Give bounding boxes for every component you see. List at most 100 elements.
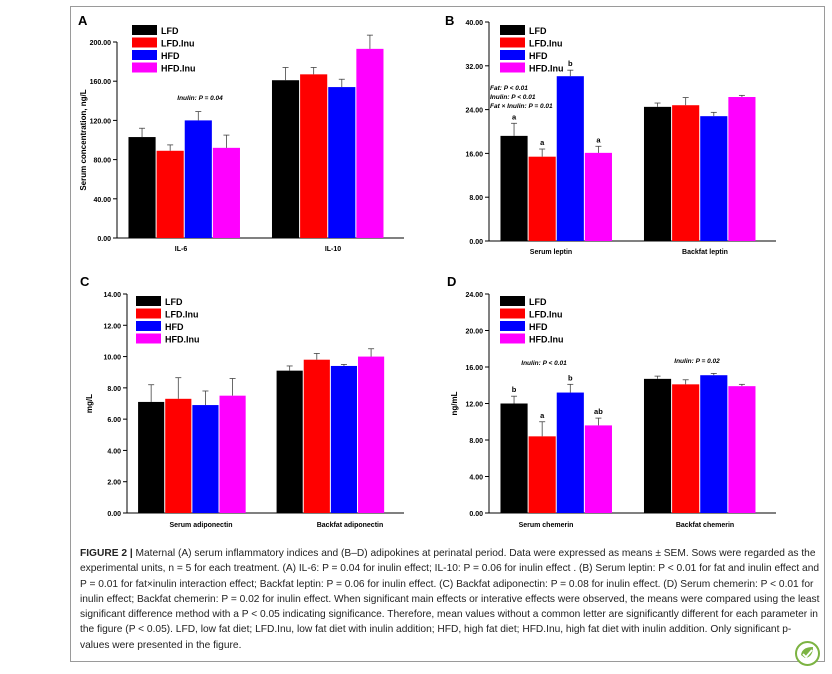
bar-lfd [271, 80, 300, 238]
panel-letter: A [78, 13, 88, 28]
bar-lfd [128, 137, 156, 238]
bar-hfd-inu [356, 48, 384, 238]
legend-label: HFD [161, 51, 180, 61]
bar-lfd-inu [528, 156, 556, 241]
stat-annotation: Inulin: P = 0.02 [674, 358, 720, 365]
legend-label: LFD.Inu [161, 39, 195, 49]
y-tick-label: 200.00 [90, 40, 112, 47]
bar-lfd [500, 135, 528, 241]
bar-hfd-inu [584, 152, 612, 241]
y-tick-label: 80.00 [93, 158, 111, 165]
bar-lfd-inu [300, 74, 328, 238]
bar-hfd [700, 116, 728, 241]
stat-annotation: Fat × Inulin: P = 0.01 [490, 103, 553, 110]
bar-hfd [328, 87, 356, 238]
legend-label: LFD [161, 26, 179, 36]
x-category-label: Backfat adiponectin [317, 522, 384, 529]
legend-swatch [500, 296, 525, 306]
panel-d-chart: D 0.00 4.00 8.00 12.00 16.00 20.00 24.00 ng/mL b a… [447, 274, 776, 529]
significance-letter: a [512, 112, 517, 121]
y-tick-label: 10.00 [103, 355, 121, 362]
figure-caption: FIGURE 2 | Maternal (A) serum inflammato… [80, 546, 820, 653]
y-tick-label: 0.00 [469, 511, 483, 518]
bar-lfd-inu [165, 398, 192, 513]
bar-hfd-inu [358, 356, 385, 513]
legend-swatch [136, 308, 161, 319]
y-tick-label: 16.00 [465, 365, 483, 372]
x-category-label: Serum leptin [530, 249, 572, 256]
legend-swatch [132, 62, 157, 73]
y-tick-label: 0.00 [469, 239, 483, 246]
bar-hfd [330, 365, 358, 513]
bar-hfd [192, 405, 219, 513]
figure-charts: A 0.00 40.00 80.00 120.00 160.00 200.00 Serum c… [78, 13, 776, 529]
y-axis-label: ng/mL [450, 391, 459, 415]
legend-swatch [500, 308, 525, 319]
bar-lfd [276, 370, 303, 513]
x-category-label: Serum adiponectin [169, 522, 232, 529]
panel-letter: C [80, 274, 90, 289]
panel-letter: B [445, 13, 454, 28]
y-tick-label: 160.00 [90, 79, 112, 86]
legend-swatch [132, 25, 157, 35]
panel-b-chart: B 0.00 8.00 16.00 24.00 32.00 40.00 a a b a Serum l… [445, 13, 776, 256]
y-tick-label: 8.00 [469, 438, 483, 445]
y-tick-label: 2.00 [107, 480, 121, 487]
legend-swatch [136, 321, 161, 331]
significance-letter: b [512, 385, 517, 394]
y-tick-label: 0.00 [97, 236, 111, 243]
y-tick-label: 120.00 [90, 118, 112, 125]
stat-annotation: Inulin: P < 0.01 [490, 94, 536, 101]
bar-hfd-inu [728, 97, 756, 241]
y-tick-label: 4.00 [107, 448, 121, 455]
y-tick-label: 4.00 [469, 475, 483, 482]
bar-hfd-inu [219, 395, 246, 513]
bar-hfd [184, 120, 212, 238]
bar-lfd-inu [156, 150, 184, 238]
legend-swatch [500, 50, 525, 60]
significance-letter: a [540, 411, 545, 420]
legend-label: HFD [165, 322, 184, 332]
bar-lfd [643, 106, 672, 241]
panel-letter: D [447, 274, 456, 289]
legend-swatch [500, 333, 525, 344]
legend-swatch [132, 37, 157, 48]
bar-lfd [500, 403, 528, 513]
significance-letter: b [568, 373, 573, 382]
y-tick-label: 32.00 [465, 64, 483, 71]
legend-label: HFD.Inu [165, 335, 200, 345]
significance-letter: ab [594, 407, 603, 416]
y-tick-label: 12.00 [103, 323, 121, 330]
y-tick-label: 16.00 [465, 151, 483, 158]
bar-lfd-inu [672, 384, 700, 513]
bar-lfd [138, 401, 165, 513]
significance-letter: a [540, 138, 545, 147]
legend-label: LFD.Inu [529, 39, 563, 49]
significance-letter: b [568, 59, 573, 68]
caption-text: Maternal (A) serum inflammatory indices … [80, 548, 820, 651]
bar-hfd-inu [584, 425, 612, 513]
x-category-label: Backfat chemerin [676, 522, 734, 529]
legend-label: HFD.Inu [161, 64, 196, 74]
legend-label: HFD.Inu [529, 64, 564, 74]
panel-c-chart: C 0.00 2.00 4.00 6.00 8.00 10.00 12.00 14.00 mg/L… [80, 274, 404, 529]
x-category-label: Serum chemerin [519, 522, 574, 529]
y-tick-label: 24.00 [465, 108, 483, 115]
stat-annotation: Fat: P < 0.01 [490, 85, 528, 92]
stat-annotation: Inulin: P = 0.04 [177, 95, 223, 102]
legend-swatch [132, 50, 157, 60]
legend-swatch [500, 62, 525, 73]
bar-lfd [643, 378, 672, 513]
bar-hfd [556, 392, 584, 513]
y-tick-label: 8.00 [469, 195, 483, 202]
y-tick-label: 40.00 [465, 20, 483, 27]
legend-label: HFD [529, 51, 548, 61]
bar-hfd [700, 375, 728, 513]
leaf-check-logo-icon [795, 641, 820, 666]
x-category-label: IL-6 [175, 246, 188, 253]
legend-label: LFD.Inu [529, 310, 563, 320]
caption-lead: FIGURE 2 | [80, 548, 133, 559]
x-category-label: IL-10 [325, 246, 341, 253]
legend-swatch [500, 25, 525, 35]
legend-swatch [500, 37, 525, 48]
